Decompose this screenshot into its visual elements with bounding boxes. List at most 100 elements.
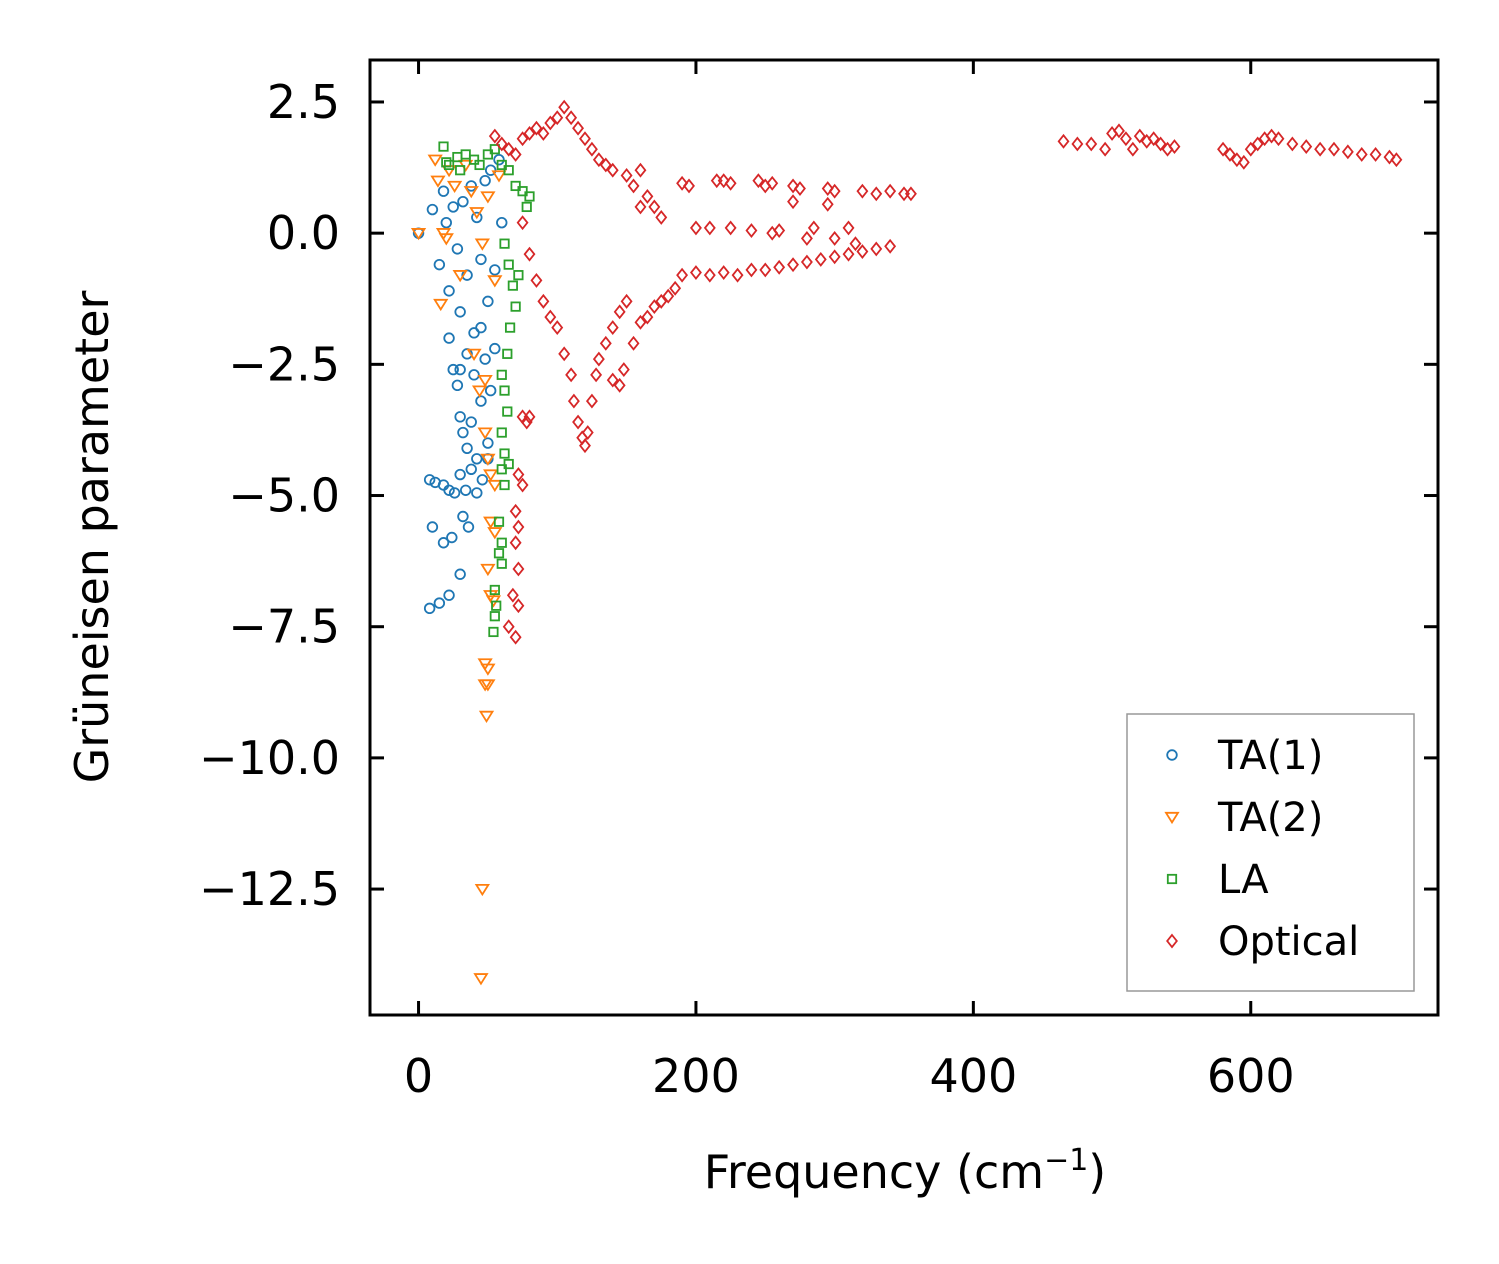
data-point	[443, 484, 455, 496]
data-point	[447, 201, 459, 213]
data-point	[440, 216, 452, 229]
y-tick-label: −10.0	[199, 731, 340, 785]
data-point	[572, 414, 585, 430]
data-point	[503, 165, 514, 176]
data-point	[1314, 141, 1327, 157]
data-point	[523, 246, 536, 262]
data-point	[828, 183, 841, 199]
data-point	[516, 131, 529, 147]
x-axis-title-close: )	[1088, 1145, 1106, 1199]
data-point	[565, 367, 578, 383]
data-point	[567, 393, 580, 409]
data-point	[443, 285, 455, 297]
data-point	[446, 531, 458, 544]
data-point	[752, 173, 765, 189]
data-point	[473, 973, 489, 986]
data-point	[800, 254, 813, 270]
data-point	[856, 183, 869, 199]
series-optical	[488, 99, 1403, 645]
data-point	[457, 510, 469, 523]
data-point	[447, 363, 459, 376]
data-point	[426, 203, 439, 216]
y-axis-ticks: 2.5 0.0 −2.5 −5.0 −7.5 −10.0 −12.5	[199, 75, 1438, 916]
data-point	[627, 178, 640, 194]
data-point	[807, 220, 820, 236]
data-point	[1154, 136, 1167, 152]
data-point	[1383, 149, 1396, 165]
data-point	[884, 183, 897, 199]
data-point	[585, 393, 598, 409]
data-point	[787, 257, 799, 273]
data-point	[641, 309, 654, 325]
data-point	[480, 453, 496, 466]
data-point	[474, 883, 490, 897]
data-point	[648, 199, 661, 215]
data-point	[454, 363, 466, 376]
legend-entries: TA(1) TA(2) LA Optical	[1164, 733, 1359, 965]
data-point	[512, 598, 525, 614]
data-point	[1286, 136, 1299, 152]
data-point	[689, 220, 702, 236]
data-point	[731, 267, 744, 283]
legend-label: TA(2)	[1217, 795, 1323, 841]
data-point	[482, 295, 494, 308]
x-tick-label: 400	[929, 1049, 1017, 1103]
data-point	[717, 173, 730, 189]
data-point	[1369, 147, 1382, 162]
data-point	[471, 453, 483, 465]
data-point	[496, 427, 507, 438]
data-point	[703, 267, 716, 283]
data-point	[516, 477, 529, 493]
data-point	[441, 157, 452, 168]
data-point	[662, 288, 675, 304]
data-point	[468, 369, 480, 381]
legend-marker	[1166, 749, 1178, 761]
data-point	[745, 262, 758, 278]
data-point	[433, 597, 446, 609]
data-point	[717, 265, 730, 280]
legend-label: Optical	[1218, 919, 1359, 965]
data-point	[477, 374, 493, 388]
data-point	[446, 180, 463, 194]
data-point	[689, 265, 702, 280]
data-point	[592, 351, 605, 367]
data-point	[537, 126, 550, 141]
data-point	[495, 136, 508, 152]
data-point	[530, 120, 543, 136]
data-point	[451, 379, 464, 392]
data-point	[537, 293, 550, 309]
legend-marker	[1164, 811, 1180, 825]
data-point	[455, 165, 466, 176]
data-point	[544, 115, 557, 131]
data-point	[821, 196, 834, 212]
data-point	[502, 406, 513, 417]
data-point	[410, 228, 427, 241]
data-point	[457, 195, 469, 208]
x-axis-title: Frequency (cm−1)	[704, 1143, 1107, 1199]
data-point	[488, 626, 499, 638]
data-point	[800, 230, 813, 246]
data-point	[499, 238, 510, 249]
data-point	[669, 280, 682, 296]
data-point	[443, 332, 455, 344]
data-point	[489, 342, 501, 355]
data-point	[487, 275, 503, 288]
data-point	[620, 293, 633, 309]
data-point	[504, 322, 516, 333]
data-point	[1251, 136, 1264, 152]
data-point	[1237, 154, 1250, 170]
data-point	[468, 154, 480, 165]
data-point	[1390, 152, 1403, 168]
data-point	[703, 220, 716, 236]
data-point	[510, 180, 521, 192]
data-point	[524, 191, 535, 202]
data-point	[634, 314, 647, 330]
data-point	[606, 162, 619, 178]
data-point	[856, 244, 869, 259]
data-point	[585, 141, 598, 157]
data-point	[759, 262, 772, 278]
data-point	[572, 120, 585, 136]
data-point	[613, 377, 626, 393]
data-point	[482, 149, 493, 160]
legend-label: TA(1)	[1217, 733, 1323, 779]
